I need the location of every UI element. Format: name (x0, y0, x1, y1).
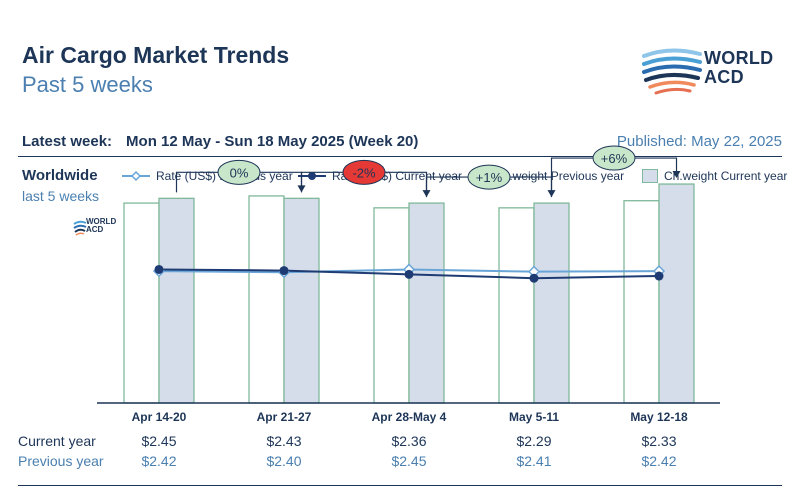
logo-line-2: ACD (704, 67, 744, 87)
change-badge-0 (217, 159, 261, 185)
table-current-value-4: $2.33 (641, 433, 676, 449)
tick-label-3: May 5-11 (509, 410, 559, 424)
bar-weight-cur-0 (158, 197, 195, 404)
bar-weight-cur-2 (408, 202, 445, 404)
table-previous-value-3: $2.41 (516, 453, 551, 469)
world-acd-logo-icon (642, 48, 702, 95)
mini-logo-text: WORLD ACD (86, 218, 116, 234)
legend-weight-cur-label: Ch.weight Current year (664, 169, 788, 183)
divider-bottom (18, 485, 782, 486)
tick-label-4: May 12-18 (630, 410, 688, 424)
period-label: last 5 weeks (22, 188, 100, 204)
legend-rate-cur-swatch (298, 172, 326, 180)
mini-logo-line-2: ACD (86, 225, 104, 234)
change-arrow-3 (672, 171, 681, 179)
table-current-value-3: $2.29 (516, 433, 551, 449)
logo-line-1: WORLD (704, 48, 774, 68)
table-previous-value-1: $2.40 (266, 453, 301, 469)
bar-weight-prev-3 (498, 207, 535, 404)
latest-week: Latest week: Mon 12 May - Sun 18 May 2025… (22, 133, 418, 150)
point-rate-cur-3 (529, 273, 539, 283)
page-subtitle: Past 5 weeks (22, 72, 153, 97)
legend-weight-cur: Ch.weight Current year (642, 169, 787, 183)
point-rate-cur-0 (154, 264, 164, 274)
bar-weight-cur-3 (533, 202, 570, 404)
legend-weight-prev-label: Ch.weight Previous year (494, 169, 625, 183)
change-label-2: +1% (476, 170, 503, 185)
table-previous-label: Previous year (18, 453, 104, 469)
bar-weight-prev-0 (123, 202, 160, 404)
divider-top (18, 156, 782, 157)
table-current-value-1: $2.43 (266, 433, 301, 449)
bar-weight-cur-4 (658, 183, 695, 404)
bar-weight-prev-1 (248, 195, 285, 404)
region-label: Worldwide (22, 167, 98, 184)
change-badge-2 (467, 164, 511, 190)
change-badge-1 (342, 159, 386, 185)
table-previous-value-4: $2.42 (641, 453, 676, 469)
latest-week-label: Latest week: (22, 133, 113, 150)
mini-logo-line-1: WORLD (86, 217, 117, 226)
table-current-value-2: $2.36 (391, 433, 426, 449)
page-title: Air Cargo Market Trends (22, 42, 290, 68)
change-badge-3 (592, 145, 636, 171)
tick-label-1: Apr 21-27 (257, 410, 312, 424)
tick-label-0: Apr 14-20 (132, 410, 187, 424)
change-label-3: +6% (601, 151, 628, 166)
table-previous-value-0: $2.42 (141, 453, 176, 469)
bar-weight-cur-1 (283, 197, 320, 404)
published-date: Published: May 22, 2025 (616, 133, 782, 150)
point-rate-cur-4 (654, 271, 664, 281)
latest-week-range: Mon 12 May - Sun 18 May 2025 (Week 20) (126, 133, 419, 150)
logo-text: WORLD ACD (704, 49, 773, 87)
legend-weight-cur-swatch (642, 169, 658, 183)
point-rate-cur-2 (404, 269, 414, 279)
point-rate-cur-1 (279, 266, 289, 276)
tick-label-2: Apr 28-May 4 (372, 410, 447, 424)
bar-weight-prev-4 (623, 200, 660, 404)
mini-logo-icon (73, 220, 87, 236)
table-current-label: Current year (18, 433, 96, 449)
table-previous-value-2: $2.45 (391, 453, 426, 469)
table-current-value-0: $2.45 (141, 433, 176, 449)
change-label-1: -2% (352, 165, 376, 180)
change-label-0: 0% (230, 165, 249, 180)
legend-rate-prev-swatch (122, 170, 150, 182)
bar-weight-prev-2 (373, 207, 410, 404)
